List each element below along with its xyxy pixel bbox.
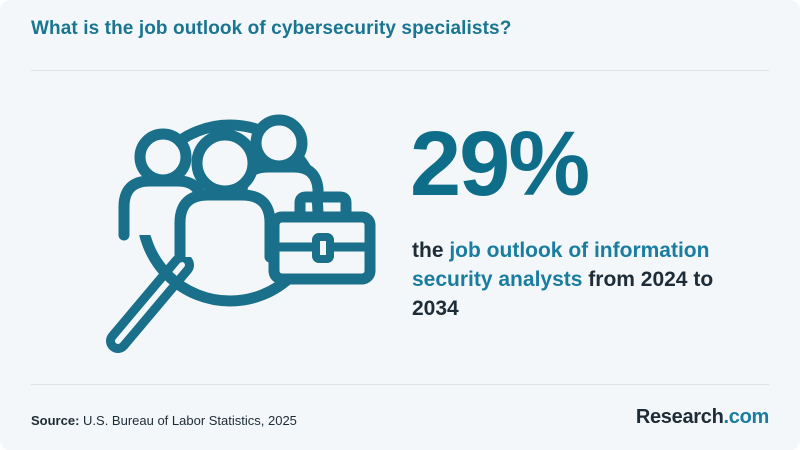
logo-suffix: .com [723,406,770,428]
logo-main: Research [635,406,724,428]
stat-description: the job outlook of information security … [412,236,752,323]
stat-desc-tail: from 2024 to 2034 [412,268,714,320]
stat-desc-highlight: job outlook of information security anal… [412,239,710,291]
bottom-divider [31,384,769,385]
source-label: Source: [31,413,80,428]
source-note: Source: U.S. Bureau of Labor Statistics,… [31,413,297,428]
source-text: U.S. Bureau of Labor Statistics, 2025 [79,413,297,428]
top-divider [31,70,769,71]
stat-desc-lead: the [412,239,450,262]
page-title: What is the job outlook of cybersecurity… [31,18,512,39]
briefcase-icon [268,191,376,285]
stat-value: 29% [410,113,590,215]
magnifier-people-icon [106,114,324,353]
brand-logo: Research.com [636,406,769,429]
